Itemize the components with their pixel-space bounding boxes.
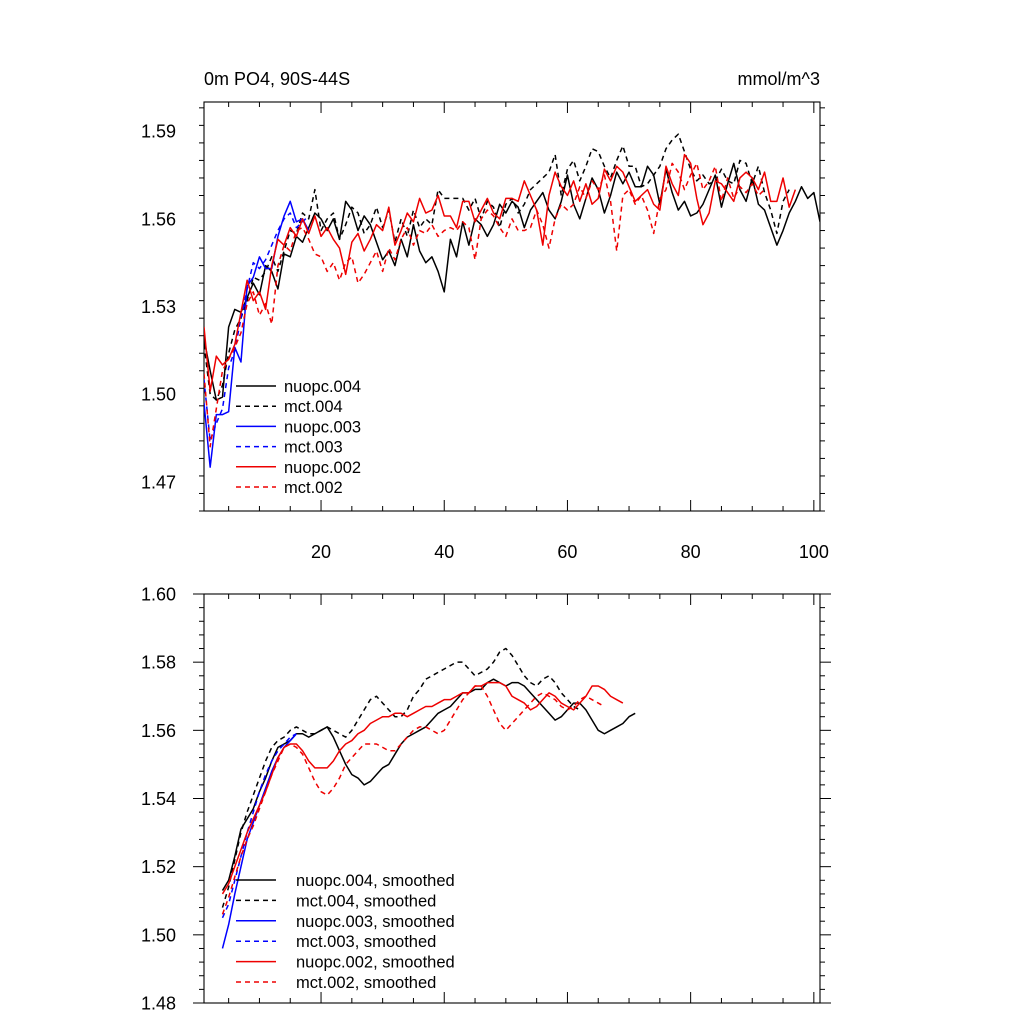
series-line — [204, 212, 310, 442]
bottom-panel: 1.48 1.50 1.52 1.54 1.56 1.58 1.60 nuopc.004, s… — [141, 585, 831, 1014]
y-tick-label: 1.47 — [141, 472, 176, 492]
series-line — [221, 685, 605, 915]
y-tick-label: 1.52 — [141, 857, 176, 877]
y-tick-label: 1.50 — [141, 385, 176, 405]
legend-label: mct.002, smoothed — [296, 974, 436, 992]
series-line — [204, 133, 790, 401]
legend-label: mct.003 — [284, 439, 343, 457]
series-line — [204, 162, 766, 448]
y-tick-label: 1.59 — [141, 122, 176, 142]
legend-label: mct.004, smoothed — [296, 892, 436, 910]
series-group — [221, 647, 636, 949]
y-tick-label: 1.53 — [141, 297, 176, 317]
x-tick-label: 40 — [434, 542, 454, 562]
series-line — [204, 162, 820, 401]
legend-label: nuopc.004 — [284, 378, 361, 396]
series-line — [204, 200, 310, 468]
legend-label: nuopc.003 — [284, 418, 361, 436]
x-tick-label: 60 — [557, 542, 577, 562]
series-line — [221, 733, 297, 949]
y-tick-label: 1.58 — [141, 653, 176, 673]
series-line — [221, 647, 581, 908]
legend-label: nuopc.002, smoothed — [296, 954, 455, 972]
y-tick-label: 1.54 — [141, 789, 176, 809]
series-group — [204, 133, 820, 468]
y-tick-label: 1.56 — [141, 721, 176, 741]
y-tick-label: 1.48 — [141, 994, 176, 1014]
legend-label: nuopc.003, smoothed — [296, 913, 455, 931]
y-tick-label: 1.50 — [141, 925, 176, 945]
legend-label: mct.003, smoothed — [296, 933, 436, 951]
series-line — [204, 153, 797, 392]
y-tick-label: 1.56 — [141, 209, 176, 229]
chart-title-right: mmol/m^3 — [738, 69, 820, 89]
legend-label: nuopc.002 — [284, 459, 361, 477]
x-tick-label: 20 — [311, 542, 331, 562]
legend-label: mct.002 — [284, 479, 343, 497]
x-tick-label: 100 — [799, 542, 829, 562]
series-line — [221, 733, 297, 919]
legend-label: mct.004 — [284, 398, 343, 416]
series-line — [221, 678, 636, 891]
top-panel: 20 40 60 80 100 1.47 1.50 1.53 1.56 1.59 nuopc.004… — [141, 101, 829, 562]
plot-frame — [203, 101, 821, 512]
x-tick-label: 80 — [681, 542, 701, 562]
y-tick-label: 1.60 — [141, 585, 176, 605]
chart-title-left: 0m PO4, 90S-44S — [204, 69, 350, 89]
legend-label: nuopc.004, smoothed — [296, 872, 455, 890]
